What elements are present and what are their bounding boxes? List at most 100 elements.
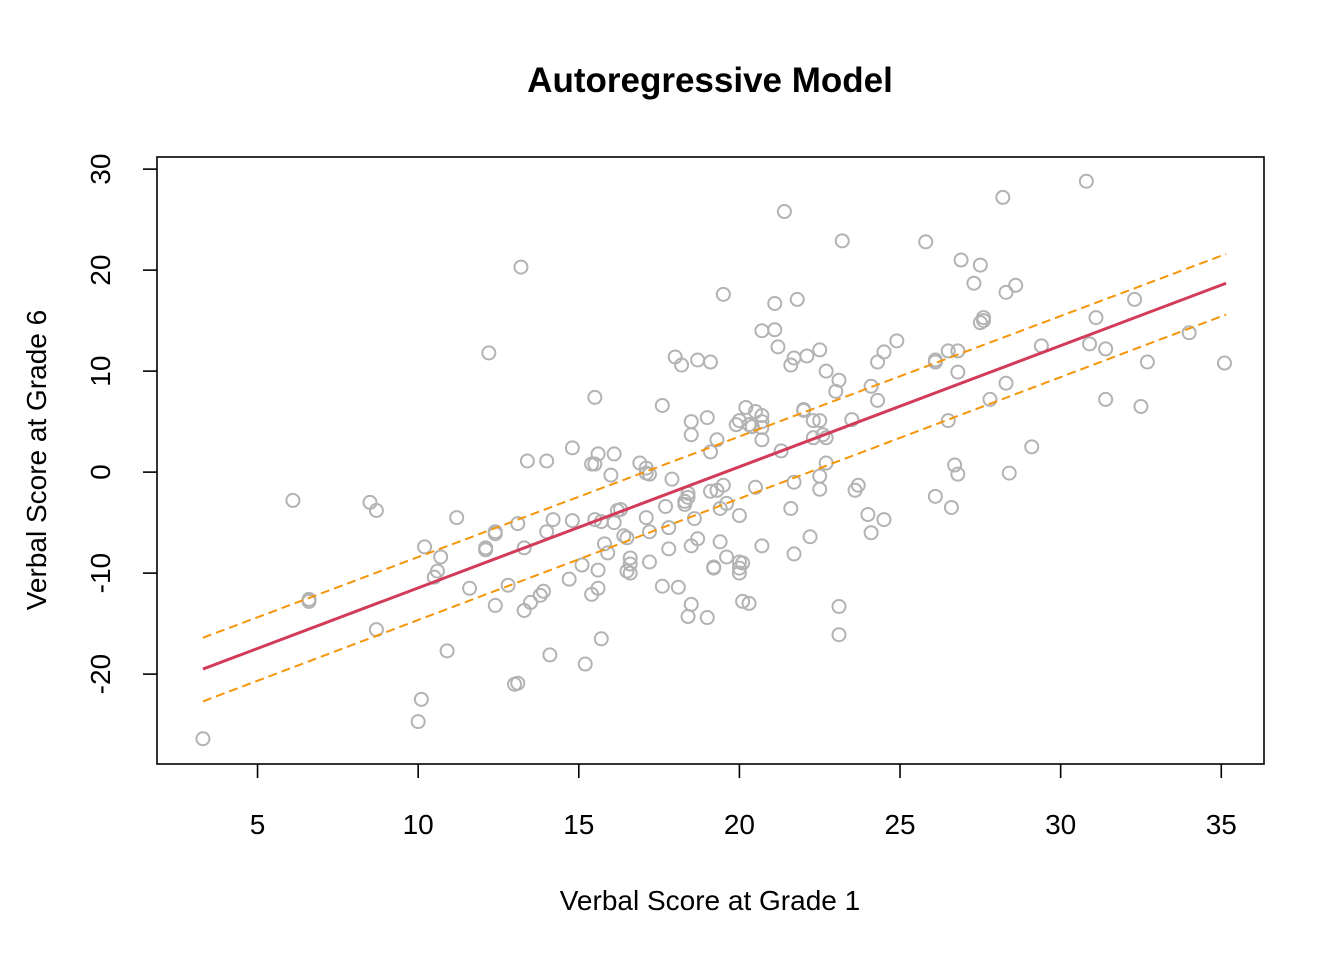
data-point xyxy=(770,339,786,355)
x-axis-label: Verbal Score at Grade 1 xyxy=(560,885,860,916)
data-point xyxy=(606,446,622,462)
data-point xyxy=(641,554,657,570)
data-point xyxy=(410,714,426,730)
data-point xyxy=(683,596,699,612)
y-axis-label: Verbal Score at Grade 6 xyxy=(21,310,52,610)
data-point xyxy=(593,631,609,647)
data-point xyxy=(812,342,828,358)
data-point xyxy=(844,412,860,428)
data-point xyxy=(735,593,751,609)
x-tick-label: 5 xyxy=(250,809,266,840)
chart-title: Autoregressive Model xyxy=(527,61,893,100)
data-point xyxy=(735,555,751,571)
data-point xyxy=(876,512,892,528)
data-point xyxy=(680,489,696,505)
data-point xyxy=(719,549,735,565)
data-point xyxy=(747,479,763,495)
confidence-upper-line xyxy=(202,253,1227,639)
data-point xyxy=(706,559,722,575)
data-point xyxy=(972,257,988,273)
data-point xyxy=(449,510,465,526)
data-point xyxy=(715,477,731,493)
data-point xyxy=(487,524,503,540)
data-point xyxy=(834,233,850,249)
data-point xyxy=(590,446,606,462)
data-point xyxy=(429,563,445,579)
data-point xyxy=(966,275,982,291)
data-point xyxy=(776,204,792,220)
data-point xyxy=(703,483,718,499)
x-tick-label: 15 xyxy=(563,809,594,840)
data-point xyxy=(590,580,606,596)
data-point xyxy=(622,565,638,581)
data-point xyxy=(699,610,715,626)
data-point xyxy=(535,583,551,599)
data-point xyxy=(587,389,603,405)
data-point xyxy=(433,549,449,565)
x-tick-label: 25 xyxy=(884,809,915,840)
data-point xyxy=(812,413,828,429)
data-point xyxy=(741,595,757,611)
data-point xyxy=(1008,277,1024,293)
data-point xyxy=(561,571,577,587)
data-point xyxy=(786,546,802,562)
data-point xyxy=(1139,354,1155,370)
data-point xyxy=(953,252,969,268)
data-point xyxy=(783,357,799,373)
data-point xyxy=(661,541,677,557)
data-point xyxy=(719,495,735,511)
data-point xyxy=(738,399,754,415)
data-point xyxy=(619,530,635,546)
data-point xyxy=(731,413,747,429)
y-axis: -20 -10 0 10 20 30 xyxy=(85,154,157,694)
data-point xyxy=(876,344,892,360)
data-point xyxy=(998,284,1014,300)
data-point xyxy=(596,536,612,552)
data-point xyxy=(654,578,670,594)
data-point xyxy=(285,492,301,508)
data-point xyxy=(606,515,622,531)
data-point xyxy=(603,467,619,483)
data-point xyxy=(818,363,834,379)
data-point xyxy=(870,392,886,408)
data-point xyxy=(690,352,706,368)
y-tick-label: 30 xyxy=(85,154,116,185)
data-point xyxy=(799,348,815,364)
data-point xyxy=(600,545,616,561)
data-point xyxy=(574,557,590,573)
x-tick-label: 20 xyxy=(724,809,755,840)
data-point xyxy=(943,499,959,515)
data-point xyxy=(523,594,539,610)
data-point xyxy=(1001,465,1017,481)
data-point xyxy=(754,432,770,448)
data-point xyxy=(995,189,1011,205)
data-point xyxy=(950,343,966,359)
data-point xyxy=(664,471,680,487)
data-point xyxy=(590,562,606,578)
data-point xyxy=(1216,355,1232,371)
data-point xyxy=(712,534,728,550)
data-point xyxy=(731,508,747,524)
data-point xyxy=(889,333,905,349)
data-point xyxy=(587,456,603,472)
data-point xyxy=(831,598,847,614)
data-point xyxy=(998,375,1014,391)
data-point xyxy=(532,587,548,603)
data-point xyxy=(510,675,526,691)
data-point xyxy=(478,542,494,558)
data-point xyxy=(670,579,686,595)
data-point xyxy=(1098,391,1114,407)
x-tick-label: 10 xyxy=(403,809,434,840)
confidence-lower-line xyxy=(202,313,1227,703)
data-point xyxy=(1127,291,1143,307)
data-point xyxy=(481,345,497,361)
data-point xyxy=(519,453,535,469)
data-point xyxy=(462,580,478,596)
data-point xyxy=(680,609,696,625)
data-point xyxy=(728,417,744,433)
data-point xyxy=(805,413,821,429)
data-point xyxy=(564,513,580,529)
data-point xyxy=(510,516,526,532)
y-tick-label: 0 xyxy=(85,464,116,480)
